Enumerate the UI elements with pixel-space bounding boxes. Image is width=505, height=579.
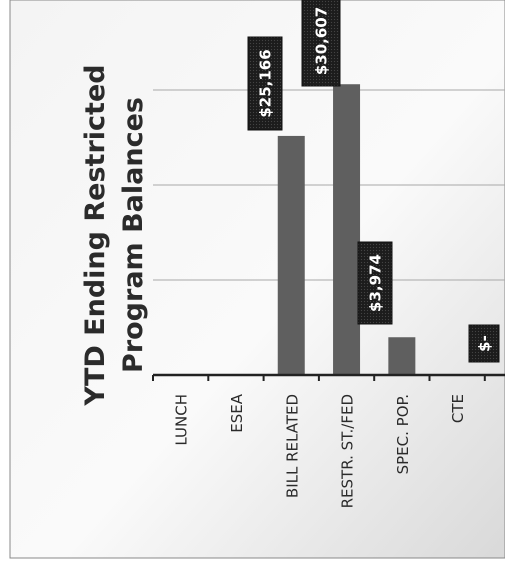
tick-label-bill-related: BILL RELATED — [283, 394, 301, 498]
data-label-box — [247, 36, 283, 131]
data-label-box — [301, 0, 341, 87]
bar-spec-pop — [388, 337, 416, 375]
chart-title-line-2: Program Balances — [118, 97, 149, 373]
chart-title: YTD Ending Restricted Program Balances — [80, 64, 149, 406]
data-label-bill-related: $25,166 — [247, 36, 283, 131]
category-axis: LUNCH ESEA BILL RELATED RESTR. ST./FED SPEC.… — [152, 373, 505, 508]
tick-label-cte: CTE — [449, 394, 467, 423]
bar-bill-related — [277, 135, 305, 375]
data-label-box — [357, 241, 393, 325]
tick-label-lunch: LUNCH — [173, 394, 191, 446]
data-label-restr-st-fed: $30,607 — [301, 0, 341, 87]
bar-restr-st-fed — [333, 84, 361, 376]
bars — [277, 84, 416, 376]
tick-label-restr-st-fed: RESTR. ST./FED — [339, 394, 357, 508]
tick-label-esea: ESEA — [228, 393, 246, 432]
data-label-text: $3,974 — [367, 254, 385, 312]
data-label-box — [468, 324, 500, 363]
gridlines — [153, 89, 505, 281]
data-label-spec-pop: $3,974 — [357, 241, 393, 325]
chart-title-line-1: YTD Ending Restricted — [80, 64, 111, 406]
data-label-text: $30,607 — [313, 7, 331, 75]
data-label-special-ed: $- — [468, 324, 500, 363]
data-labels: $25,166 $30,607 $3,974 $- — [247, 0, 500, 363]
tick-label-spec-pop: SPEC. POP. — [394, 394, 412, 474]
data-label-text: $25,166 — [257, 49, 275, 117]
data-label-text: $- — [476, 335, 494, 352]
